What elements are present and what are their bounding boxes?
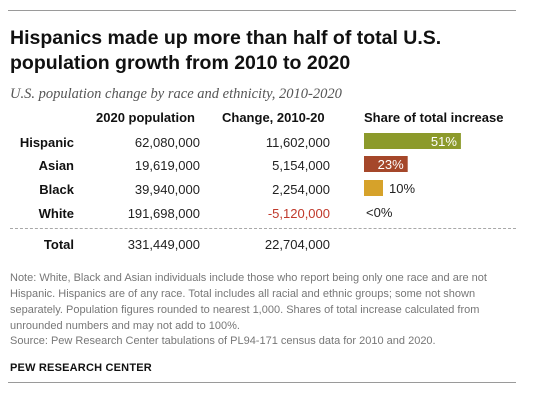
bar-asian <box>364 156 408 172</box>
bottom-rule <box>8 382 516 383</box>
row-label-white: White <box>38 206 74 221</box>
row-label-hispanic: Hispanic <box>19 135 74 150</box>
bar-black <box>364 180 383 196</box>
change-asian: 5,154,000 <box>272 158 330 173</box>
bar-label-asian: 23% <box>378 157 404 172</box>
change-white: -5,120,000 <box>267 206 330 221</box>
change-total: 22,704,000 <box>264 237 330 252</box>
organization-name: PEW RESEARCH CENTER <box>10 362 152 374</box>
header-share: Share of total increase <box>364 110 504 125</box>
chart-title: Hispanics made up more than half of tota… <box>10 27 442 74</box>
header-population: 2020 population <box>96 110 195 125</box>
population-total: 331,449,000 <box>127 237 200 252</box>
row-label-asian: Asian <box>38 158 74 173</box>
change-hispanic: 11,602,000 <box>265 135 330 150</box>
chart-subtitle: U.S. population change by race and ethni… <box>10 86 342 102</box>
bar-label-black: 10% <box>389 181 415 196</box>
total-divider <box>10 228 516 229</box>
population-white: 191,698,000 <box>127 206 200 221</box>
chart-source: Source: Pew Research Center tabulations … <box>10 335 436 347</box>
row-label-black: Black <box>39 182 74 197</box>
bar-hispanic <box>364 133 461 149</box>
population-hispanic: 62,080,000 <box>134 135 200 150</box>
chart-notes: Note: White, Black and Asian individuals… <box>10 272 487 332</box>
population-asian: 19,619,000 <box>134 158 200 173</box>
header-change: Change, 2010-20 <box>222 110 325 125</box>
bar-label-white: <0% <box>366 205 393 220</box>
population-black: 39,940,000 <box>134 182 200 197</box>
change-black: 2,254,000 <box>272 182 330 197</box>
row-label-total: Total <box>43 237 74 252</box>
bar-label-hispanic: 51% <box>431 134 457 149</box>
top-rule <box>8 10 516 11</box>
